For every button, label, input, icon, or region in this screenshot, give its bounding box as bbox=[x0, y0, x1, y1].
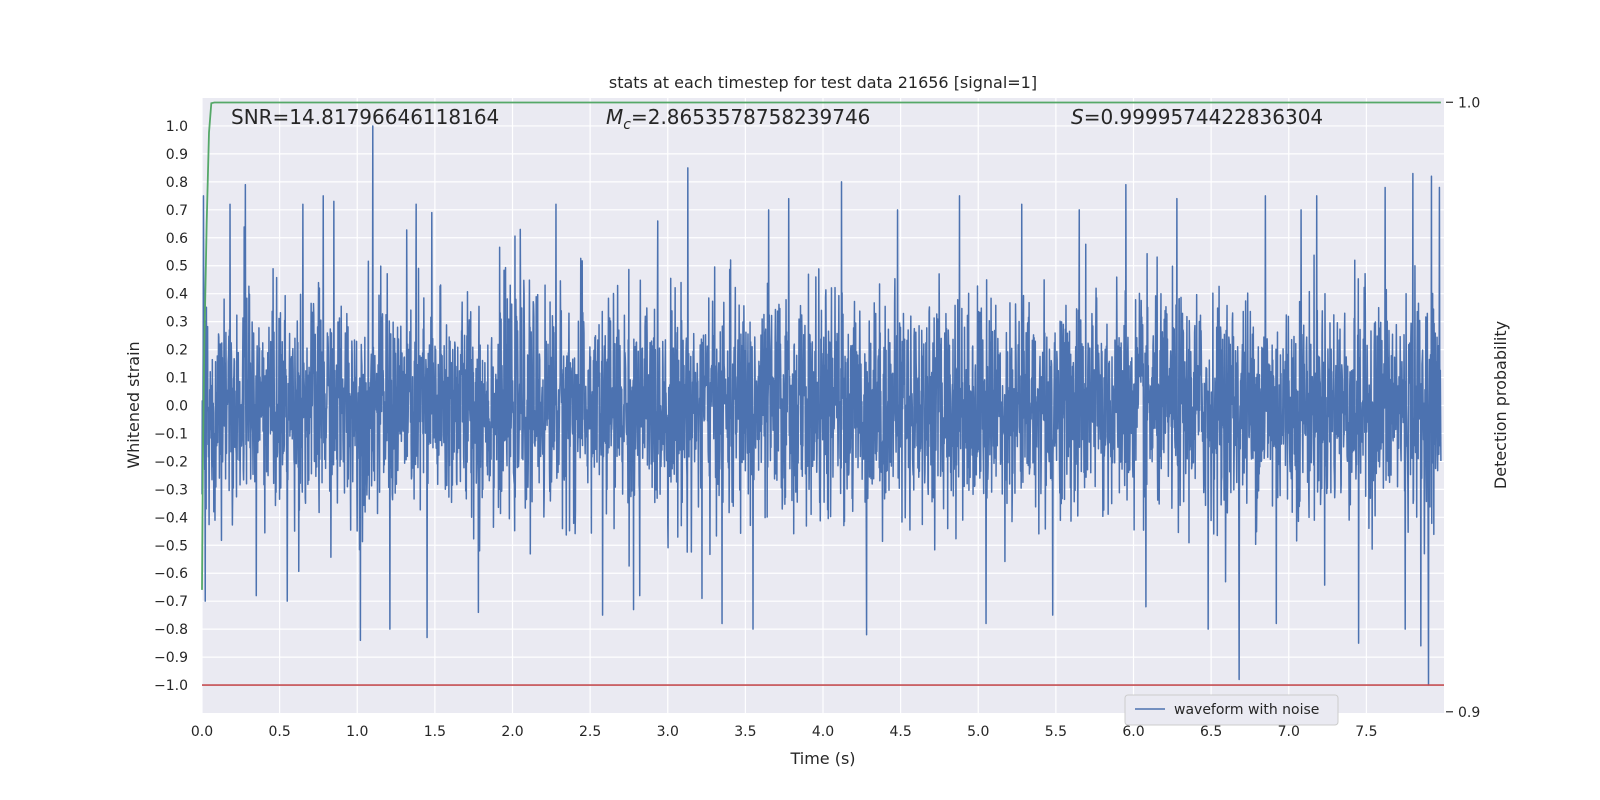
y-tick-label: 0.4 bbox=[166, 287, 188, 303]
x-tick-label: 1.5 bbox=[424, 724, 446, 740]
y-axis-label: Whitened strain bbox=[124, 341, 143, 468]
x-tick-label: 0.5 bbox=[268, 724, 290, 740]
y-tick-label: 0.2 bbox=[166, 343, 188, 359]
legend: waveform with noise bbox=[1124, 694, 1339, 726]
y-tick-label: 0.3 bbox=[166, 315, 188, 331]
x-axis-label: Time (s) bbox=[789, 749, 855, 768]
y-tick-label: −0.6 bbox=[154, 566, 188, 582]
y-tick-label: −1.0 bbox=[154, 678, 188, 694]
y-tick-label: −0.2 bbox=[154, 454, 188, 470]
y-tick-label: 0.8 bbox=[166, 175, 188, 191]
y-tick-label: 1.0 bbox=[166, 119, 188, 135]
data-layer bbox=[201, 101, 1444, 686]
y-tick-label: 0.1 bbox=[166, 371, 188, 387]
x-tick-label: 5.5 bbox=[1045, 724, 1067, 740]
y2-tick-label: 1.0 bbox=[1458, 95, 1480, 111]
y-tick-label: 0.0 bbox=[166, 399, 188, 415]
x-tick-label: 2.5 bbox=[579, 724, 601, 740]
s-annotation: S=0.9999574422836304 bbox=[1071, 105, 1323, 129]
y-tick-label: −0.1 bbox=[154, 426, 188, 442]
y2-tick-label: 0.9 bbox=[1458, 705, 1480, 721]
chart-title: stats at each timestep for test data 216… bbox=[609, 73, 1037, 92]
tick-layer: 0.0 0.5 1.0 1.5 2.0 2.5 3.0 3.5 4.0 4.5 5.0 5.5 6.0 6… bbox=[154, 95, 1480, 740]
y-tick-label: −0.8 bbox=[154, 622, 188, 638]
x-tick-label: 4.0 bbox=[812, 724, 834, 740]
y-tick-label: 0.5 bbox=[166, 259, 188, 275]
legend-frame bbox=[1124, 694, 1339, 726]
x-tick-label: 4.5 bbox=[889, 724, 911, 740]
series-waveform-with-noise bbox=[201, 125, 1442, 686]
y-tick-label: −0.5 bbox=[154, 538, 188, 554]
snr-annotation: SNR=14.81796646118164 bbox=[231, 105, 499, 129]
x-tick-label: 6.0 bbox=[1122, 724, 1144, 740]
y-tick-label: 0.6 bbox=[166, 231, 188, 247]
x-tick-label: 6.5 bbox=[1200, 724, 1222, 740]
legend-label-waveform: waveform with noise bbox=[1174, 702, 1319, 718]
x-tick-label: 5.0 bbox=[967, 724, 989, 740]
x-tick-label: 3.0 bbox=[657, 724, 679, 740]
x-tick-label: 7.5 bbox=[1355, 724, 1377, 740]
chirp-mass-value: =2.8653578758239746 bbox=[631, 105, 870, 129]
series-detection-probability bbox=[201, 101, 1441, 590]
x-tick-label: 7.0 bbox=[1278, 724, 1300, 740]
y-tick-label: −0.9 bbox=[154, 650, 188, 666]
y-tick-label: −0.7 bbox=[154, 594, 188, 610]
y-tick-label: −0.3 bbox=[154, 482, 188, 498]
x-tick-label: 3.5 bbox=[734, 724, 756, 740]
x-tick-label: 0.0 bbox=[191, 724, 213, 740]
y2-axis-label: Detection probability bbox=[1491, 321, 1510, 489]
x-tick-label: 2.0 bbox=[501, 724, 523, 740]
y-tick-label: 0.9 bbox=[166, 147, 188, 163]
chirp-mass-annotation: Mc=2.8653578758239746 bbox=[606, 105, 870, 133]
y-tick-label: −0.4 bbox=[154, 510, 188, 526]
s-value: =0.9999574422836304 bbox=[1084, 105, 1323, 129]
x-tick-label: 1.0 bbox=[346, 724, 368, 740]
y-tick-label: 0.7 bbox=[166, 203, 188, 219]
